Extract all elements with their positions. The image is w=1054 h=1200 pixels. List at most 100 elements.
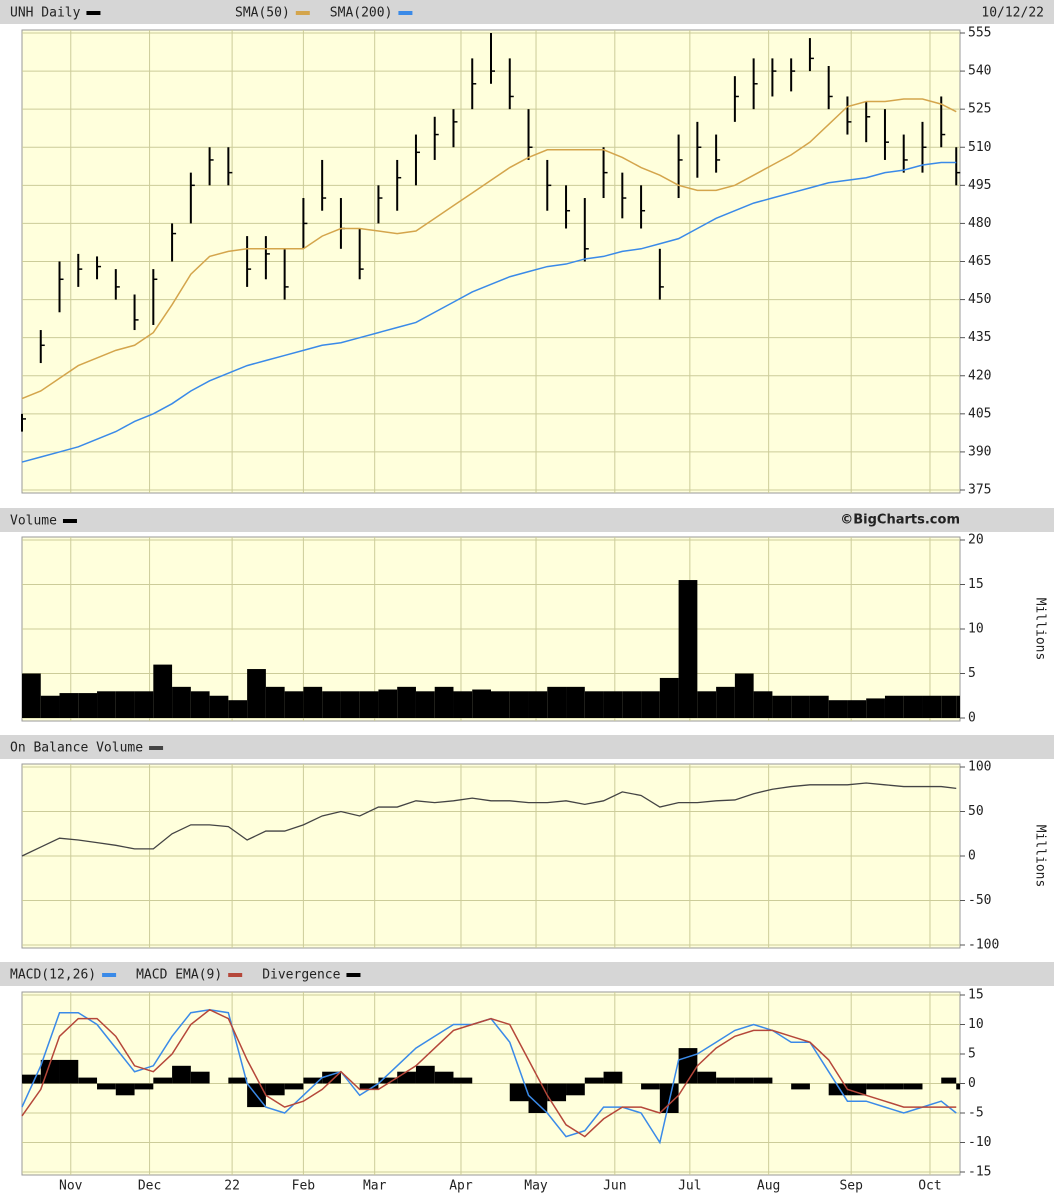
obv-line bbox=[21, 782, 957, 857]
legend-swatch bbox=[102, 973, 117, 977]
volume-bar bbox=[809, 695, 829, 718]
volume-bar bbox=[78, 693, 98, 718]
y-tick-label: -50 bbox=[968, 893, 991, 908]
y-tick-label: -5 bbox=[968, 1106, 984, 1121]
divergence-bar bbox=[22, 1074, 41, 1084]
divergence-bar bbox=[753, 1077, 773, 1084]
divergence-bar bbox=[847, 1083, 867, 1096]
divergence-bar bbox=[509, 1083, 529, 1102]
legend-title: On Balance Volume bbox=[10, 741, 143, 756]
volume-bar bbox=[566, 686, 585, 718]
divergence-bar bbox=[434, 1071, 454, 1084]
volume-bar bbox=[340, 691, 360, 718]
volume-bar bbox=[303, 686, 323, 718]
divergence-bar bbox=[453, 1077, 473, 1084]
volume-bar bbox=[753, 691, 773, 718]
y-tick-label: 390 bbox=[968, 444, 991, 459]
volume-bar bbox=[153, 664, 173, 718]
volume-bar bbox=[265, 686, 285, 718]
x-tick-label: Dec bbox=[138, 1179, 161, 1194]
volume-bar bbox=[956, 695, 960, 718]
volume-bar bbox=[847, 700, 867, 718]
panel-header bbox=[0, 735, 1054, 759]
y-tick-label: 50 bbox=[968, 804, 984, 819]
y-tick-label: 465 bbox=[968, 254, 991, 269]
volume-bar bbox=[284, 691, 304, 718]
volume-bar bbox=[322, 691, 341, 718]
volume-bar bbox=[828, 700, 848, 718]
x-tick-label: Nov bbox=[59, 1179, 83, 1194]
volume-bar bbox=[509, 691, 529, 718]
volume-bar bbox=[697, 691, 717, 718]
y-tick-label: 5 bbox=[968, 666, 976, 681]
y-tick-label: 525 bbox=[968, 102, 991, 117]
y-tick-label: 0 bbox=[968, 711, 976, 726]
volume-bar bbox=[22, 673, 41, 718]
y-tick-label: 435 bbox=[968, 330, 991, 345]
volume-bar bbox=[472, 689, 491, 718]
volume-bar bbox=[678, 580, 698, 718]
divergence-bar bbox=[828, 1083, 848, 1096]
panel-header bbox=[0, 0, 1054, 24]
volume-bar bbox=[641, 691, 660, 718]
legend-item: MACD(12,26) bbox=[10, 968, 96, 983]
volume-bar bbox=[415, 691, 435, 718]
y-axis-label: Millions bbox=[1033, 598, 1048, 661]
divergence-bar bbox=[78, 1077, 98, 1084]
volume-bar bbox=[659, 677, 679, 718]
y-tick-label: 0 bbox=[968, 1076, 976, 1091]
divergence-bar bbox=[528, 1083, 548, 1113]
volume-bar bbox=[547, 686, 567, 718]
macd-line bbox=[21, 1008, 957, 1138]
volume-bar bbox=[528, 691, 548, 718]
volume-bar bbox=[359, 691, 379, 718]
legend-swatch bbox=[346, 973, 361, 977]
x-tick-label: Feb bbox=[292, 1179, 316, 1194]
x-tick-label: Jul bbox=[678, 1179, 701, 1194]
legend-item: SMA(200) bbox=[330, 6, 393, 21]
y-tick-label: -15 bbox=[968, 1165, 991, 1180]
chart-date: 10/12/22 bbox=[981, 6, 1044, 21]
volume-bar bbox=[772, 695, 792, 718]
divergence-bar bbox=[228, 1077, 248, 1084]
volume-bar bbox=[716, 686, 735, 718]
divergence-bar bbox=[884, 1083, 904, 1090]
panel-header bbox=[0, 508, 1054, 532]
legend-swatch bbox=[149, 746, 164, 750]
volume-bar bbox=[791, 695, 810, 718]
legend-swatch bbox=[398, 11, 413, 15]
y-axis-label: Millions bbox=[1033, 825, 1048, 888]
volume-bar bbox=[434, 686, 454, 718]
volume-bar bbox=[115, 691, 135, 718]
x-tick-label: 22 bbox=[224, 1179, 240, 1194]
volume-bar bbox=[209, 695, 229, 718]
x-tick-label: Mar bbox=[363, 1179, 387, 1194]
divergence-bar bbox=[303, 1077, 323, 1084]
volume-bar bbox=[734, 673, 754, 718]
divergence-bar bbox=[566, 1083, 585, 1096]
volume-bar bbox=[941, 695, 957, 718]
credit: ©BigCharts.com bbox=[840, 513, 960, 528]
legend-item: MACD EMA(9) bbox=[136, 968, 222, 983]
divergence-bar bbox=[378, 1077, 398, 1084]
sma-line bbox=[21, 98, 957, 400]
x-tick-label: Sep bbox=[839, 1179, 863, 1194]
divergence-bar bbox=[941, 1077, 957, 1084]
divergence-bar bbox=[903, 1083, 923, 1090]
divergence-bar bbox=[641, 1083, 660, 1090]
divergence-bar bbox=[265, 1083, 285, 1096]
y-tick-label: 15 bbox=[968, 577, 984, 592]
volume-bar bbox=[190, 691, 210, 718]
divergence-bar bbox=[134, 1083, 154, 1090]
y-tick-label: 100 bbox=[968, 760, 991, 775]
y-tick-label: -10 bbox=[968, 1135, 991, 1150]
legend-swatch bbox=[228, 973, 243, 977]
divergence-bar bbox=[97, 1083, 116, 1090]
y-tick-label: 15 bbox=[968, 988, 984, 1003]
x-tick-label: Apr bbox=[449, 1179, 473, 1194]
divergence-bar bbox=[322, 1071, 341, 1084]
divergence-bar bbox=[716, 1077, 735, 1084]
y-tick-label: 20 bbox=[968, 533, 984, 548]
volume-bar bbox=[134, 691, 154, 718]
legend-swatch bbox=[62, 519, 77, 523]
